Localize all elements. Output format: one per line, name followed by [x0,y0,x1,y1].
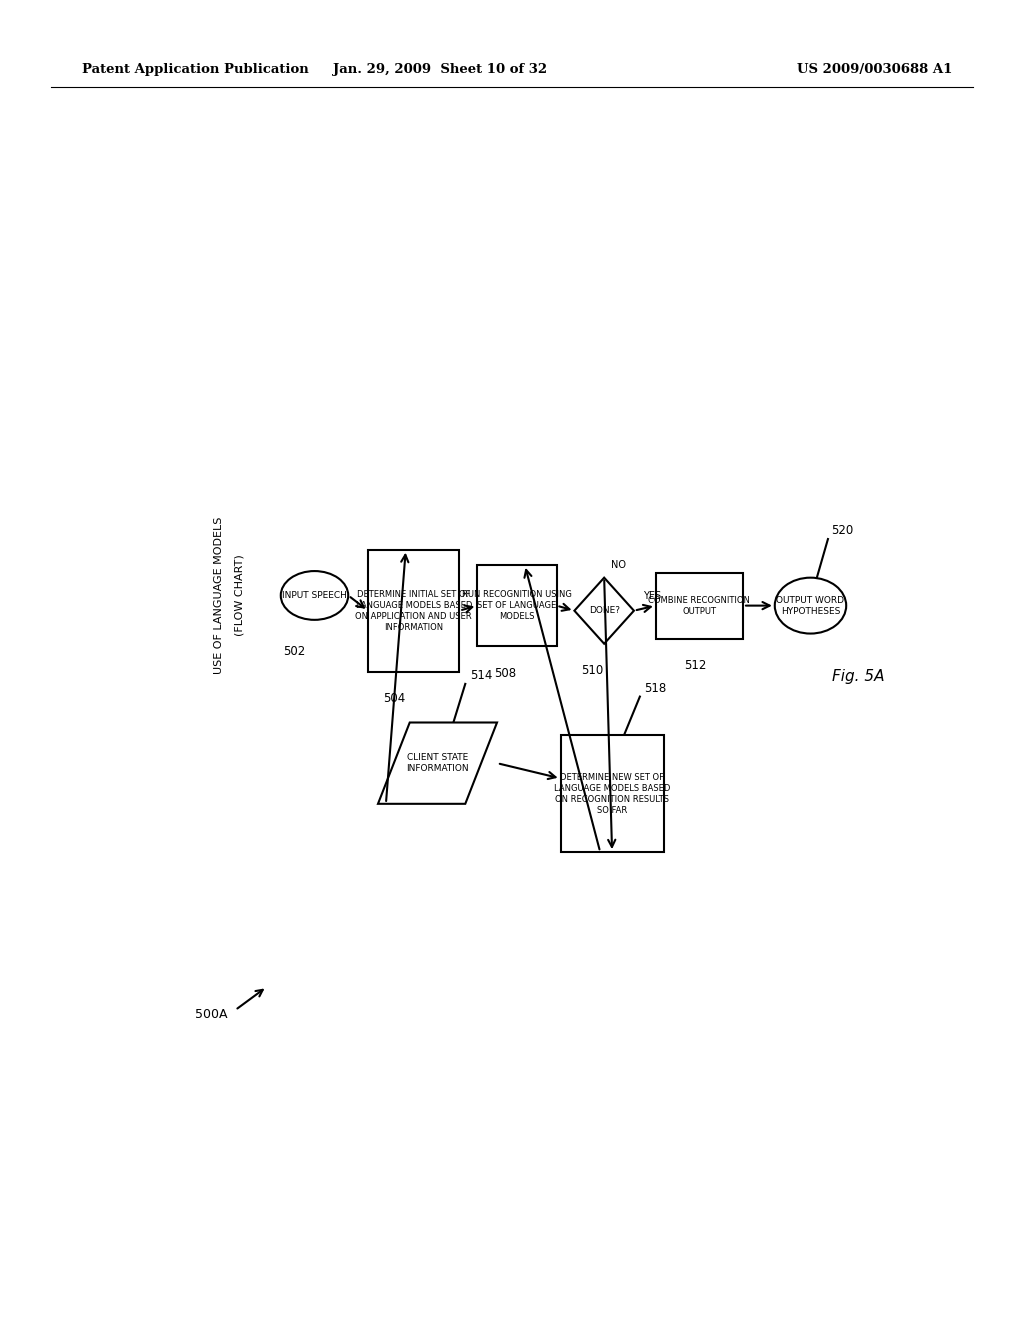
Text: Patent Application Publication: Patent Application Publication [82,63,308,77]
Ellipse shape [775,578,846,634]
Text: 520: 520 [831,524,853,537]
Text: NO: NO [610,560,626,569]
Text: 504: 504 [383,692,404,705]
Text: 514: 514 [470,669,493,682]
Text: Fig. 5A: Fig. 5A [831,669,885,684]
Bar [655,573,743,639]
Text: 510: 510 [582,664,603,677]
Text: Jan. 29, 2009  Sheet 10 of 32: Jan. 29, 2009 Sheet 10 of 32 [333,63,548,77]
Bar [477,565,557,647]
Polygon shape [574,578,634,644]
Text: OUTPUT WORD
HYPOTHESES: OUTPUT WORD HYPOTHESES [776,595,845,615]
Text: 508: 508 [494,667,516,680]
Polygon shape [378,722,497,804]
Text: DETERMINE NEW SET OF
LANGUAGE MODELS BASED
ON RECOGNITION RESULTS
SO FAR: DETERMINE NEW SET OF LANGUAGE MODELS BAS… [554,772,671,814]
Bar [560,735,664,853]
Text: DONE?: DONE? [589,606,620,615]
Text: 512: 512 [684,659,707,672]
Text: YES: YES [643,590,662,601]
Text: USE OF LANGUAGE MODELS: USE OF LANGUAGE MODELS [214,516,224,675]
Text: RUN RECOGNITION USING
SET OF LANGUAGE
MODELS: RUN RECOGNITION USING SET OF LANGUAGE MO… [462,590,571,622]
Text: 502: 502 [284,645,306,659]
Text: 500A: 500A [196,1007,227,1020]
Bar [368,549,460,672]
Text: COMBINE RECOGNITION
OUTPUT: COMBINE RECOGNITION OUTPUT [648,595,751,615]
Text: 518: 518 [645,681,667,694]
Text: US 2009/0030688 A1: US 2009/0030688 A1 [797,63,952,77]
Text: INPUT SPEECH: INPUT SPEECH [282,591,347,601]
Text: (FLOW CHART): (FLOW CHART) [234,554,244,636]
Ellipse shape [281,572,348,620]
Text: DETERMINE INITIAL SET OF
LANGUAGE MODELS BASED
ON APPLICATION AND USER
INFORMATI: DETERMINE INITIAL SET OF LANGUAGE MODELS… [355,590,472,632]
Text: CLIENT STATE
INFORMATION: CLIENT STATE INFORMATION [407,754,469,774]
